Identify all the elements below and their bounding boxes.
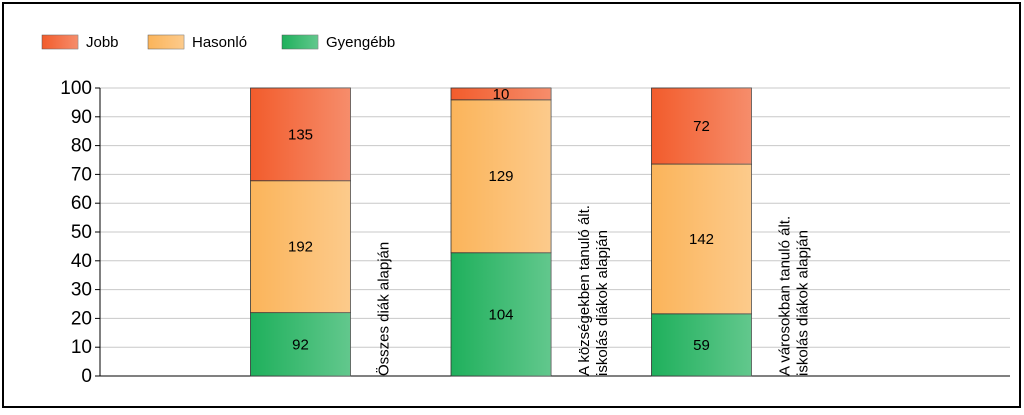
bar-count-label: 104	[488, 306, 513, 323]
bar-shine	[451, 252, 551, 376]
y-tick-label: 10	[71, 337, 92, 358]
y-tick-label: 80	[71, 136, 92, 157]
legend-label: Hasonló	[192, 34, 247, 51]
y-tick-label: 50	[71, 222, 92, 243]
bar-shine	[451, 88, 551, 100]
y-tick-label: 60	[71, 193, 92, 214]
bar-count-label: 142	[689, 231, 714, 248]
y-tick-label: 0	[81, 366, 92, 387]
bar-shine	[651, 164, 752, 314]
bar-count-label: 135	[288, 126, 313, 143]
bar-shine	[250, 312, 351, 376]
legend-swatch-shine	[148, 35, 184, 49]
legend-label: Jobb	[86, 34, 119, 51]
bar-shine	[451, 99, 551, 253]
bar-shine	[250, 180, 351, 313]
bar-count-label: 72	[693, 118, 710, 135]
bar-count-label: 192	[288, 239, 313, 256]
y-tick-label: 90	[71, 107, 92, 128]
y-tick-label: 100	[60, 78, 92, 99]
legend-swatch-shine	[282, 35, 318, 49]
bar-shine	[250, 88, 351, 181]
bar-shine	[651, 88, 752, 165]
bar-count-label: 59	[693, 337, 710, 354]
category-label: A községekben tanuló ált.	[576, 205, 593, 376]
bar-count-label: 92	[292, 336, 309, 353]
category-label: Összes diák alapján	[374, 242, 392, 376]
bar-shine	[651, 313, 752, 376]
bar-count-label: 129	[488, 168, 513, 185]
category-label: A városokban tanuló ált.	[776, 216, 793, 376]
y-tick-label: 20	[71, 308, 92, 329]
y-tick-label: 40	[71, 251, 92, 272]
y-tick-label: 70	[71, 164, 92, 185]
bar-count-label: 10	[493, 86, 510, 103]
legend-label: Gyengébb	[326, 34, 395, 51]
category-label: iskolás diákok alapján	[594, 230, 611, 376]
y-tick-label: 30	[71, 280, 92, 301]
category-label: iskolás diákok alapján	[794, 230, 811, 376]
legend-swatch-shine	[42, 35, 78, 49]
